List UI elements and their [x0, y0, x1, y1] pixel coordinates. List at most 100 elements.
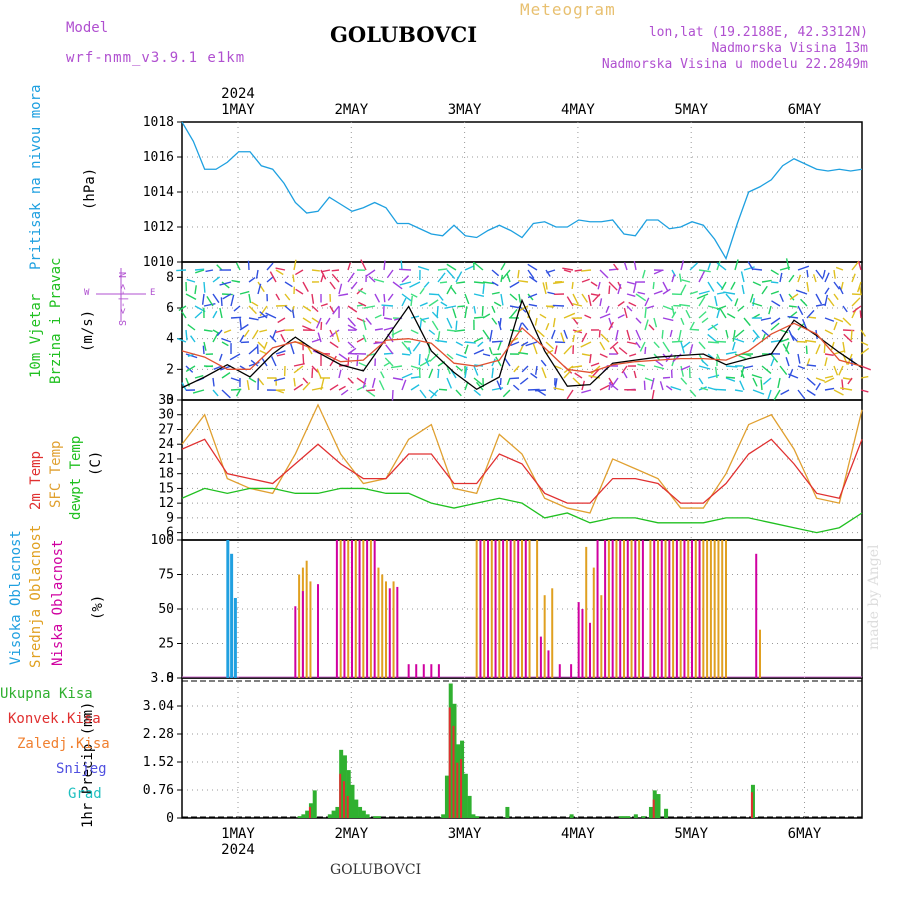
wind-arrow — [626, 305, 633, 312]
wind-arrow — [599, 341, 606, 351]
wind-arrow — [707, 333, 718, 343]
wind-arrow — [644, 306, 647, 319]
low-cloud-bar — [502, 540, 505, 678]
wind-arrow — [338, 293, 349, 297]
wind-arrow — [440, 301, 448, 307]
wind-arrow — [752, 298, 755, 307]
wind-arrow — [725, 293, 733, 302]
wind-arrow — [730, 281, 736, 290]
wind-arrow — [401, 293, 412, 302]
wind-arrow — [436, 305, 439, 318]
wind-arrow — [269, 335, 277, 343]
wind-arrow — [545, 269, 551, 277]
wind-arrow — [571, 365, 583, 369]
wind-arrow — [317, 332, 322, 343]
low-cloud-bar — [388, 588, 391, 678]
wind-arrow — [302, 377, 309, 384]
wind-arrow — [218, 353, 223, 361]
wind-arrow — [206, 296, 214, 307]
conv-precip-bar — [448, 707, 451, 818]
wind-arrow — [446, 329, 456, 332]
wind-arrow — [391, 329, 403, 336]
low-cloud-bar — [596, 540, 599, 678]
wind-arrow — [734, 329, 745, 338]
wind-arrow — [572, 302, 583, 307]
total-precip-bar — [365, 814, 370, 818]
wind-arrow — [678, 329, 682, 342]
wind-arrow — [822, 269, 826, 278]
wind-arrow — [263, 341, 268, 350]
wind-arrow — [777, 377, 781, 389]
wind-arrow — [424, 358, 430, 367]
wind-arrow — [725, 351, 737, 355]
wind-arrow — [419, 317, 427, 323]
wind-arrow — [252, 329, 259, 339]
wind-arrow — [590, 362, 600, 367]
wind-arrow — [464, 306, 468, 319]
wind-arrow — [365, 317, 372, 325]
wind-arrow — [860, 341, 869, 346]
wind-arrow — [536, 329, 545, 338]
wind-arrow — [302, 325, 313, 331]
wind-arrow — [662, 341, 671, 353]
compass-e: E — [150, 288, 156, 298]
wind-arrow — [500, 262, 506, 271]
mid-cloud-bar — [717, 540, 720, 678]
mid-cloud-bar — [725, 540, 727, 678]
wind-arrow — [689, 290, 698, 295]
low-cloud-bar — [755, 553, 758, 678]
wind-arrow — [176, 337, 187, 343]
wind-arrow — [325, 317, 331, 325]
wind-arrow — [392, 377, 404, 381]
wind-arrow — [464, 293, 470, 305]
wind-arrow — [366, 389, 376, 392]
wind-arrow — [320, 269, 331, 273]
ytick-label: 8 — [166, 270, 174, 285]
wind-arrow — [347, 272, 355, 283]
wind-arrow — [221, 337, 232, 343]
wind-arrow — [251, 301, 259, 307]
wind-arrow — [428, 389, 437, 397]
wind-arrow — [572, 334, 575, 343]
wind-arrow — [401, 275, 410, 283]
wind-arrow — [311, 269, 320, 272]
wind-arrow — [605, 305, 610, 313]
legend-frz: Zaledj.Kisa — [17, 736, 110, 752]
wind-arrow — [185, 293, 197, 301]
wind-arrow — [553, 387, 565, 391]
wind-arrow — [235, 262, 241, 271]
wind-arrow — [489, 329, 493, 342]
wind-arrow — [648, 324, 655, 331]
wind-arrow — [473, 349, 485, 355]
wind-arrow — [800, 298, 808, 307]
wind-arrow — [431, 311, 439, 319]
wind-arrow — [446, 284, 453, 295]
wind-arrow — [437, 293, 444, 301]
day-label-bottom: 2MAY — [334, 826, 368, 842]
wind-arrow — [840, 387, 853, 391]
wind-arrow — [679, 273, 682, 283]
wind-arrow — [374, 314, 382, 319]
low-cloud-bar — [422, 664, 425, 678]
low-cloud-bar — [430, 664, 433, 678]
wind-arrow — [860, 347, 870, 355]
wind-arrow — [562, 267, 574, 271]
wind-arrow — [770, 290, 779, 295]
wind-arrow — [532, 343, 538, 355]
wind-arrow — [455, 320, 458, 331]
total-precip-bar — [350, 784, 355, 818]
wind-arrow — [689, 389, 697, 397]
wind-arrow — [419, 389, 427, 399]
wind-arrow — [749, 293, 754, 303]
wind-arrow — [239, 317, 242, 329]
wind-arrow — [259, 349, 268, 355]
wind-arrow — [773, 389, 781, 401]
wind-arrow — [552, 317, 556, 328]
panel-frame — [181, 399, 863, 541]
wind-arrow — [650, 377, 655, 390]
wind-arrow — [833, 321, 838, 331]
wind-arrow — [580, 341, 592, 348]
wind-arrow — [293, 383, 304, 391]
wind-arrow — [203, 281, 206, 293]
wind-arrow — [374, 293, 381, 303]
